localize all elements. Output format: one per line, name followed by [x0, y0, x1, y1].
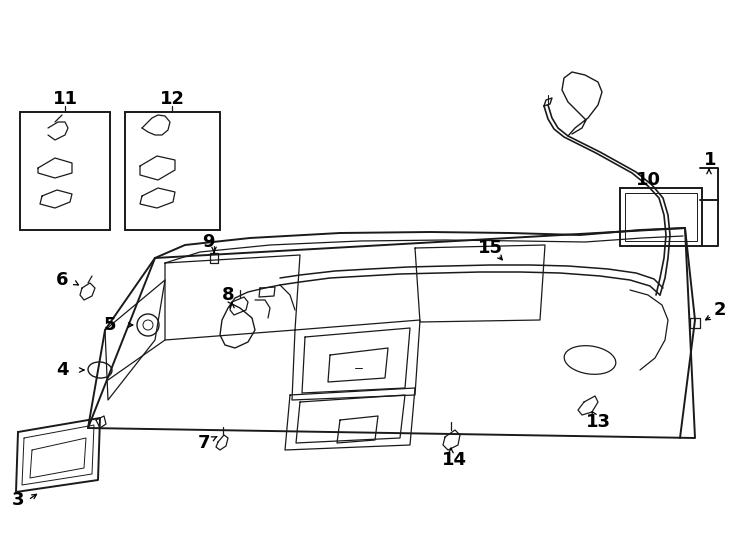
Bar: [625, 193, 697, 241]
Text: 2: 2: [713, 301, 726, 319]
Text: 3: 3: [12, 491, 24, 509]
Text: 6: 6: [56, 271, 68, 289]
Text: 5: 5: [103, 316, 116, 334]
Text: 4: 4: [56, 361, 68, 379]
Text: 1: 1: [704, 151, 716, 169]
Text: 7: 7: [197, 434, 210, 452]
Text: 8: 8: [222, 286, 234, 304]
Text: 9: 9: [202, 233, 214, 251]
Text: 11: 11: [53, 90, 78, 108]
Bar: [620, 188, 702, 246]
Text: 15: 15: [478, 239, 503, 257]
Bar: [125, 112, 220, 230]
Text: 14: 14: [441, 451, 467, 469]
Bar: [20, 112, 110, 230]
Text: 13: 13: [586, 413, 611, 431]
Text: 10: 10: [636, 171, 661, 189]
Text: 12: 12: [159, 90, 184, 108]
